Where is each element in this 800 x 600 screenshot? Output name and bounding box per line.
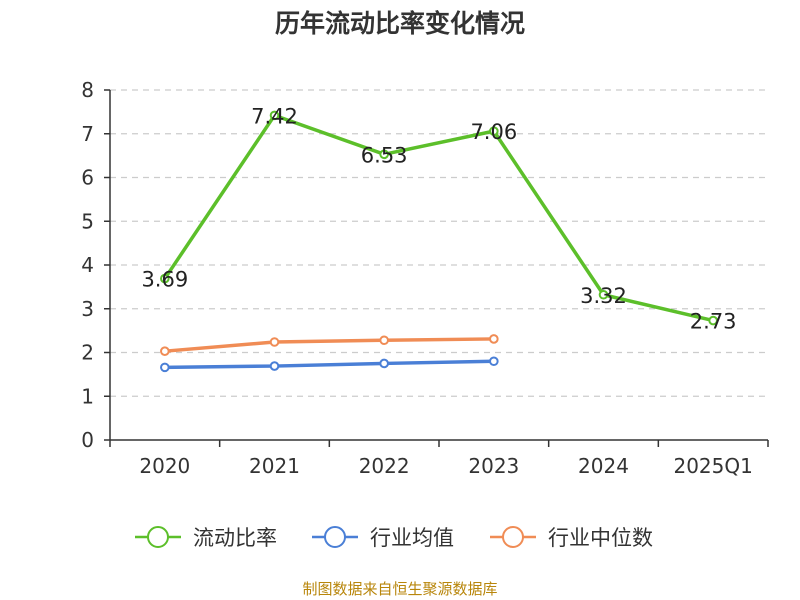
y-tick-label: 3 [81, 297, 94, 321]
y-tick-label: 5 [81, 209, 94, 233]
y-tick-label: 8 [81, 78, 94, 102]
data-labels: 3.69 7.42 6.53 7.06 3.32 2.73 [141, 104, 736, 333]
series-layer [160, 110, 718, 373]
x-tick-label: 2024 [578, 454, 629, 478]
series-line-0 [163, 113, 714, 323]
legend-marker [147, 526, 169, 548]
x-tick-label: 2023 [468, 454, 519, 478]
data-label: 2.73 [690, 310, 737, 334]
chart-title: 历年流动比率变化情况 [274, 9, 525, 38]
data-point [160, 273, 170, 284]
data-point [269, 110, 280, 121]
x-tick-label: 2021 [249, 454, 300, 478]
data-point [489, 126, 499, 136]
legend-label: 行业均值 [370, 526, 454, 550]
data-label: 6.53 [361, 143, 408, 167]
data-label: 7.42 [251, 104, 298, 128]
y-tick-label: 2 [81, 341, 94, 365]
legend-item-2[interactable]: 行业中位数 [490, 526, 653, 550]
y-tick-label: 4 [81, 253, 94, 277]
data-point [160, 346, 170, 356]
y-tick-label: 1 [81, 384, 94, 408]
x-tick-label: 2025Q1 [673, 454, 752, 478]
series-line-1 [164, 359, 494, 370]
data-point [269, 361, 280, 371]
data-point [379, 335, 389, 346]
data-point [269, 337, 280, 347]
y-tick-label: 6 [81, 166, 94, 190]
data-label: 3.69 [141, 268, 188, 292]
data-point [160, 362, 170, 373]
legend-item-1[interactable]: 行业均值 [312, 526, 454, 550]
source-footer: 制图数据来自恒生聚源数据库 [302, 580, 498, 598]
legend: 流动比率 行业均值 行业中位数 [135, 526, 653, 550]
data-point [489, 356, 499, 367]
y-tick-label: 0 [81, 428, 94, 452]
data-point [708, 315, 718, 326]
x-tick-label: 2022 [359, 454, 410, 478]
data-point [489, 334, 499, 344]
legend-label: 流动比率 [193, 526, 277, 550]
grid-lines [110, 89, 768, 397]
data-point [379, 149, 389, 160]
legend-label: 行业中位数 [548, 526, 653, 550]
data-point [379, 358, 389, 369]
data-point [598, 289, 609, 300]
legend-item-0[interactable]: 流动比率 [135, 526, 277, 550]
legend-marker [502, 526, 524, 548]
legend-marker [324, 526, 346, 548]
axes: 0 1 2 3 4 5 6 7 8 2020 2021 2022 2023 2024 2025Q1 [81, 78, 769, 478]
data-label: 3.32 [580, 284, 627, 308]
series-line-2 [164, 337, 494, 353]
data-label: 7.06 [470, 120, 517, 144]
y-tick-label: 7 [81, 122, 94, 146]
x-tick-label: 2020 [139, 454, 190, 478]
